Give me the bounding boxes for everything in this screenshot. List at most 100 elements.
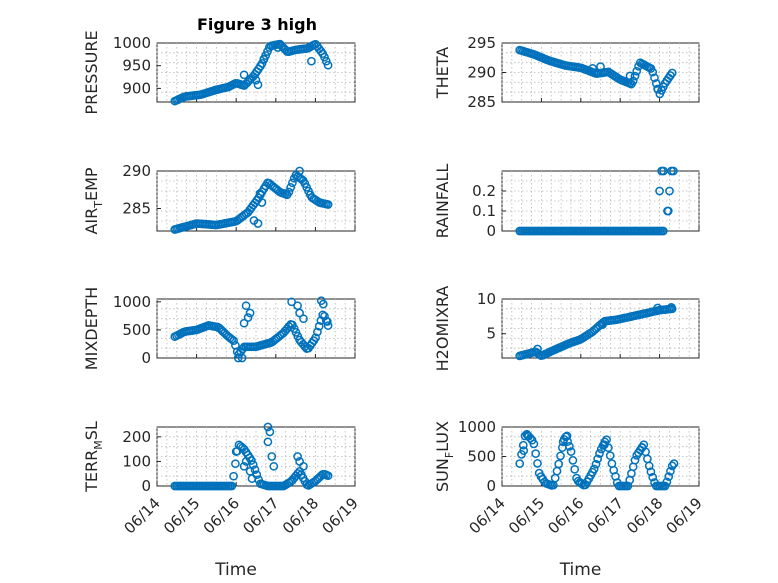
data-point: [239, 461, 249, 471]
data-point: [664, 472, 674, 481]
data-point: [243, 313, 253, 322]
data-point: [515, 459, 525, 468]
data-point: [241, 457, 251, 466]
y-tick-label: 290: [122, 162, 151, 180]
y-axis-label: RAINFALL: [433, 164, 452, 239]
subplot-h2omixra: 5 10 H2OMIXRA: [433, 286, 700, 372]
data-point: [565, 442, 574, 451]
y-tick-label: 290: [467, 64, 496, 82]
y-tick-label: 5: [486, 325, 496, 343]
subplot-pressure: 900 950 1000 PRESSURE: [82, 30, 356, 115]
data-point: [253, 219, 263, 228]
data-point: [602, 435, 611, 445]
x-tick-label: 06/19: [663, 494, 706, 537]
data-point: [263, 422, 273, 432]
x-tick-label: 06/14: [121, 494, 164, 537]
y-axis-label: THETA: [433, 47, 452, 99]
data-point: [623, 481, 633, 491]
y-tick-label: 1000: [458, 418, 496, 436]
data-point: [518, 440, 528, 450]
x-tick-label: 06/18: [623, 494, 666, 537]
data-point: [323, 200, 333, 209]
data-point: [653, 84, 662, 94]
y-tick-label: 295: [467, 34, 496, 52]
data-point: [669, 459, 679, 468]
subplot-rainfall: 0 0.1 0.2 RAINFALL: [433, 164, 700, 240]
data-point: [269, 461, 279, 471]
data-point: [593, 454, 603, 464]
data-point: [299, 461, 308, 471]
x-tick-label: 06/17: [584, 494, 627, 537]
data-point: [267, 452, 277, 461]
data-point: [605, 451, 615, 460]
data-point: [663, 206, 673, 216]
data-point: [666, 466, 675, 476]
data-point: [563, 437, 572, 446]
data-point: [323, 321, 333, 330]
y-tick-label: 900: [122, 79, 151, 97]
data-point: [293, 452, 302, 461]
data-point: [554, 459, 564, 469]
data-point: [250, 465, 260, 475]
data-point: [644, 461, 654, 471]
data-point: [562, 431, 572, 441]
data-point: [229, 336, 238, 346]
data-point: [533, 344, 542, 354]
x-tick-label: 06/18: [279, 494, 322, 537]
data-point: [307, 56, 316, 66]
data-point: [322, 317, 332, 326]
y-tick-label: 0.1: [472, 202, 496, 220]
data-point: [589, 464, 599, 474]
y-tick-label: 200: [122, 428, 151, 446]
data-point: [632, 66, 642, 76]
data-point: [667, 461, 677, 471]
y-tick-label: 285: [467, 93, 496, 111]
x-tick-label: 06/16: [544, 494, 587, 537]
data-point: [566, 447, 576, 456]
data-point: [630, 71, 640, 81]
data-point: [227, 334, 237, 344]
x-tick-label: 06/14: [466, 494, 509, 537]
data-point: [318, 299, 328, 309]
data-point: [650, 73, 659, 83]
data-point: [529, 439, 539, 449]
y-tick-label: 100: [122, 452, 151, 470]
data-point: [295, 308, 304, 318]
data-point: [323, 471, 333, 481]
data-point: [655, 186, 664, 196]
data-point: [653, 303, 662, 313]
y-tick-label: 1000: [113, 293, 151, 311]
subplot-mixdepth: 0 500 1000 MIXDEPTH: [82, 287, 356, 370]
y-tick-label: 500: [122, 321, 151, 339]
data-point: [273, 43, 283, 52]
data-point: [229, 471, 238, 481]
y-tick-label: 0: [486, 222, 496, 240]
data-point: [314, 321, 324, 331]
data-point: [239, 318, 249, 328]
data-point: [596, 62, 605, 71]
data-point: [241, 301, 251, 311]
data-point: [247, 474, 257, 483]
data-point: [253, 80, 263, 90]
data-point: [648, 67, 658, 77]
data-point: [251, 75, 261, 85]
data-point: [231, 447, 241, 456]
subplot-air_temp: 285 290 AIRTEMP: [82, 162, 356, 235]
data-point: [570, 464, 580, 474]
x-axis-label: Time: [214, 560, 257, 580]
data-point: [667, 302, 676, 312]
data-point: [257, 198, 267, 207]
x-tick-label: 06/16: [200, 494, 243, 537]
y-axis-label: H2OMIXRA: [433, 286, 452, 372]
data-point: [286, 183, 296, 192]
data-point: [662, 477, 672, 487]
data-point: [658, 226, 668, 236]
subplot-theta: 285 290 295 THETA: [433, 34, 700, 111]
data-point: [588, 64, 597, 73]
data-point: [295, 166, 304, 176]
data-point: [598, 320, 607, 330]
y-tick-label: 0: [486, 477, 496, 495]
x-tick-label: 06/15: [160, 494, 203, 537]
data-point: [667, 68, 677, 78]
